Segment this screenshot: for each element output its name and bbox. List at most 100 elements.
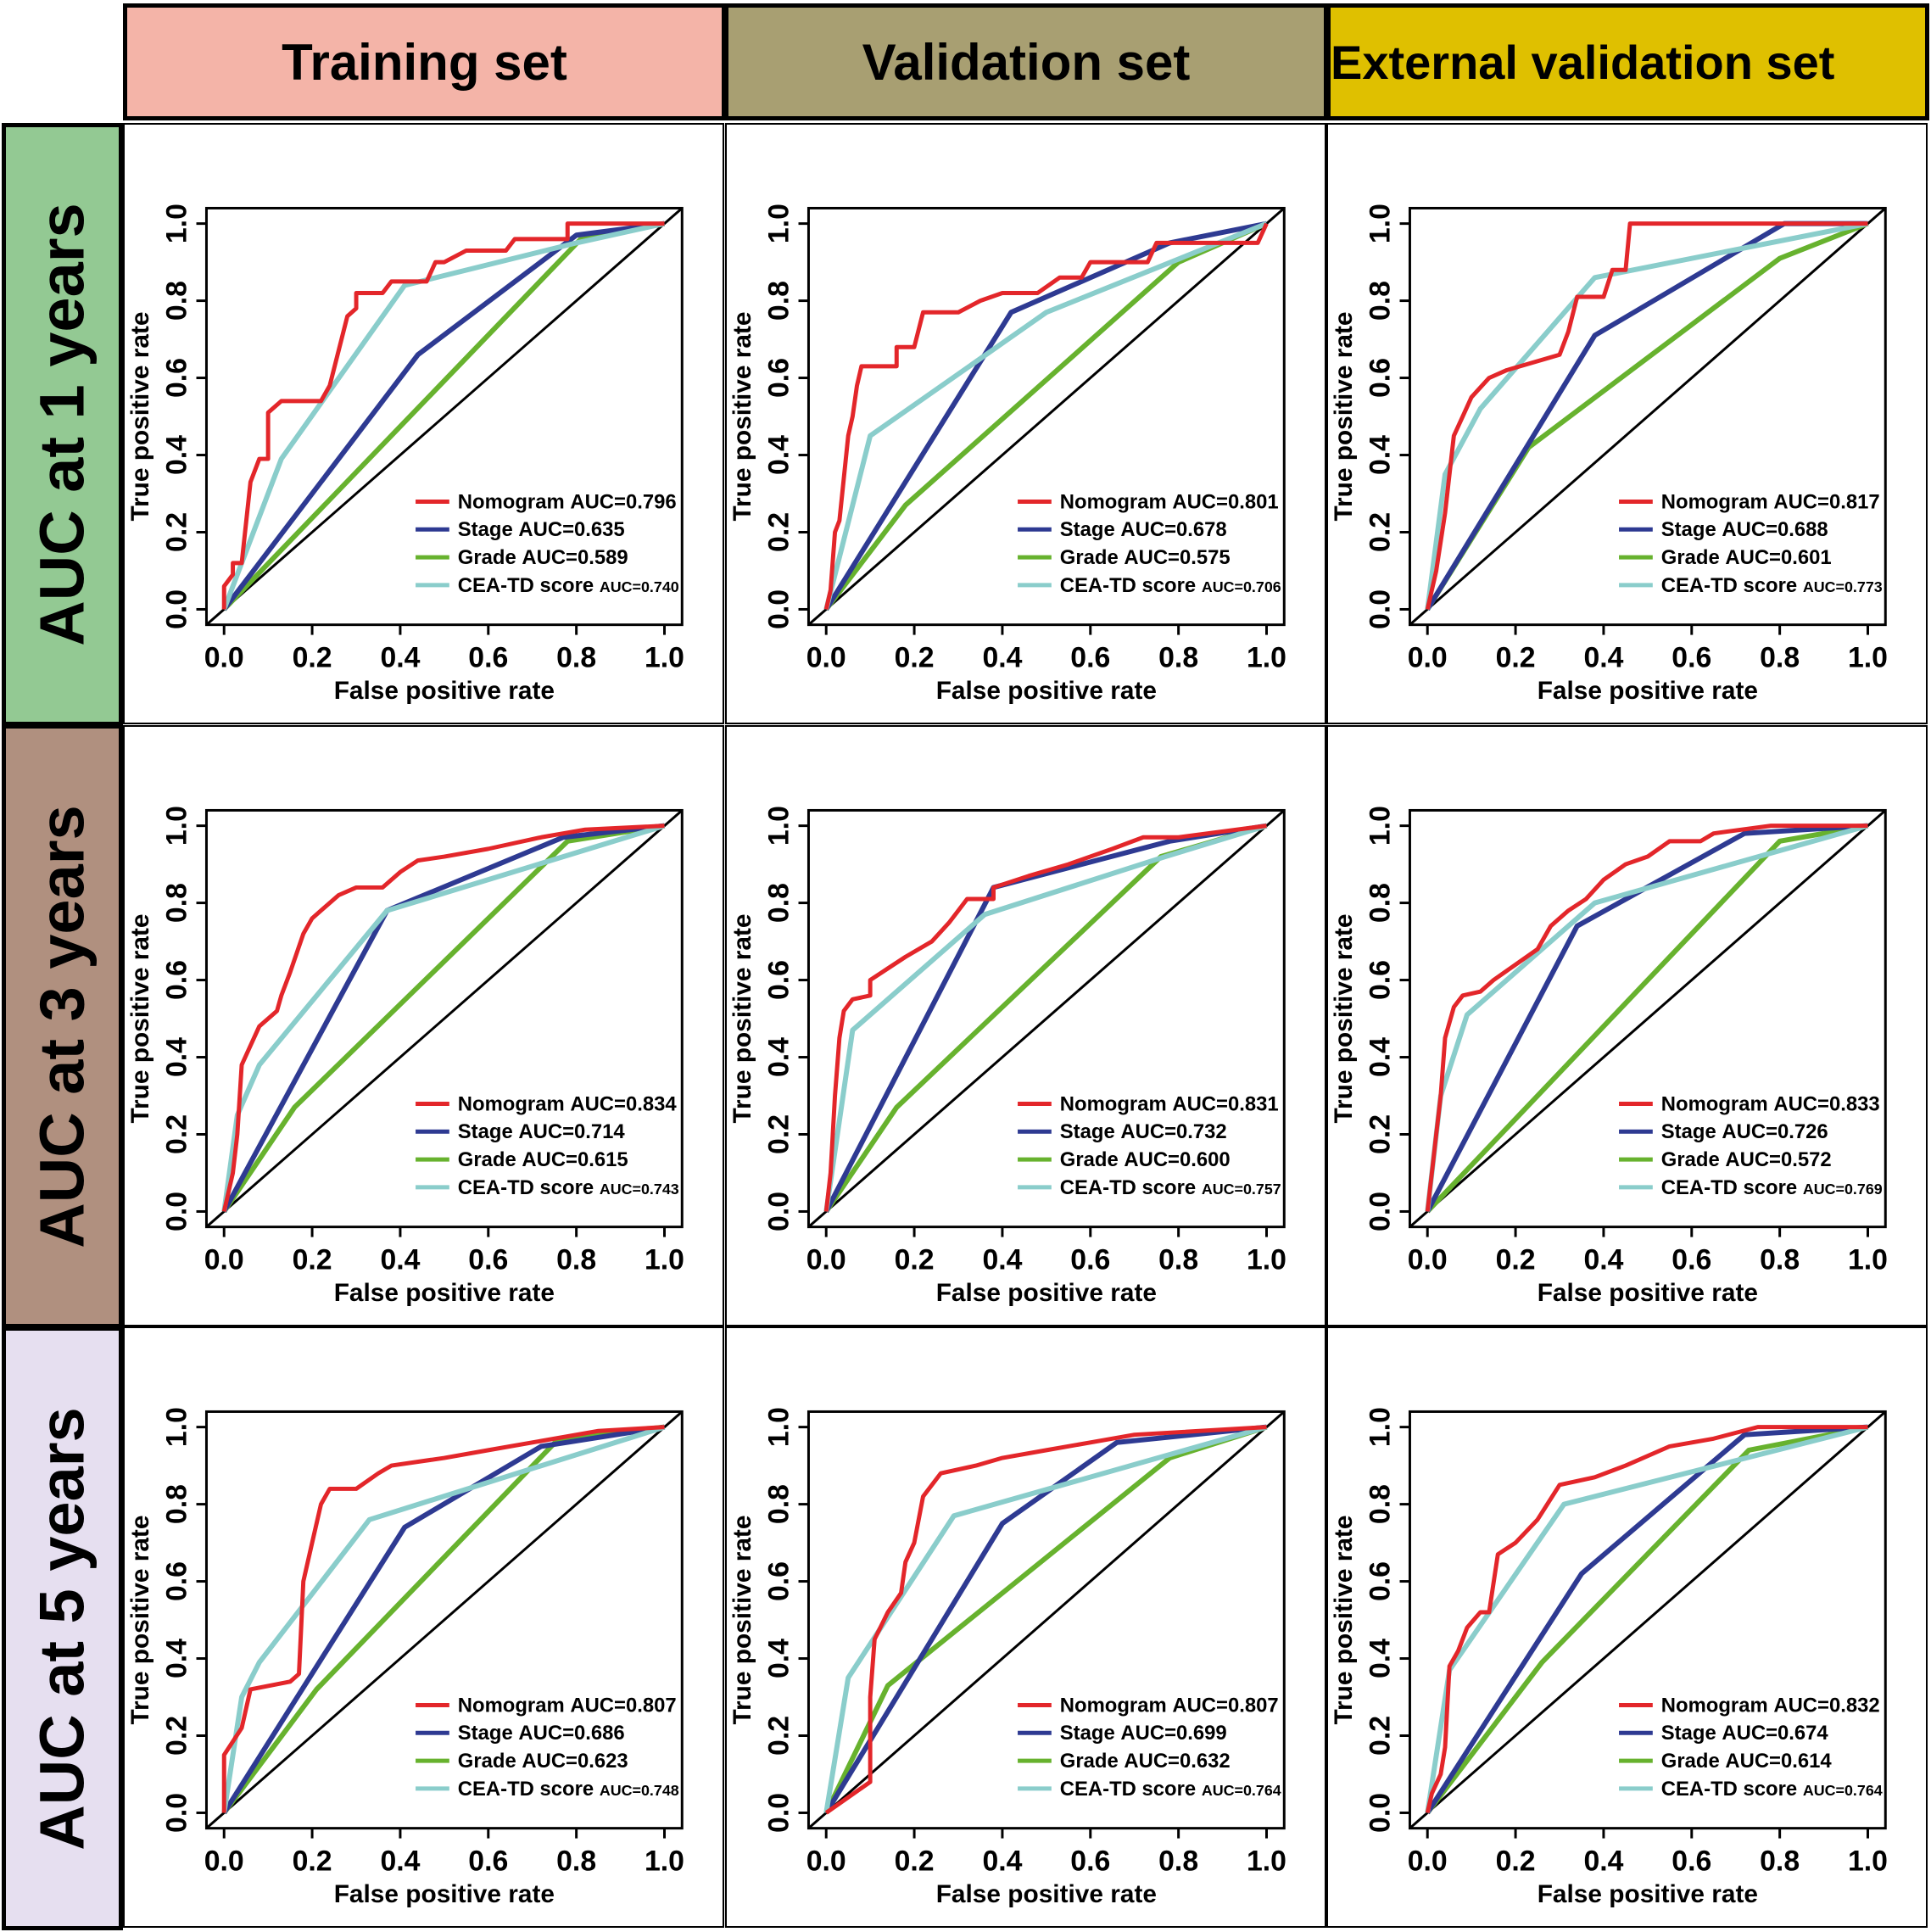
- legend-auc-value: AUC=0.831: [1172, 1092, 1278, 1115]
- legend-auc-value: AUC=0.589: [522, 546, 628, 569]
- roc-curve-nomogram: [1425, 1425, 1868, 1814]
- legend-series-name: Nomogram: [458, 490, 571, 513]
- legend-entry: Stage AUC=0.714: [458, 1120, 626, 1143]
- legend-series-name: Stage: [458, 1120, 519, 1143]
- x-tick-label: 0.2: [894, 1845, 934, 1877]
- x-tick-label: 0.2: [293, 641, 332, 673]
- legend-entry: Stage AUC=0.732: [1059, 1120, 1226, 1143]
- y-tick-label: 1.0: [1365, 806, 1397, 846]
- row-label-text: AUC at 1 years: [27, 203, 98, 646]
- y-axis-label: True positive rate: [1330, 913, 1358, 1123]
- legend-series-name: Stage: [1661, 518, 1722, 541]
- x-tick-label: 0.8: [1760, 1243, 1800, 1276]
- legend-entry: Stage AUC=0.726: [1661, 1120, 1828, 1143]
- legend-auc-value: AUC=0.732: [1120, 1120, 1226, 1143]
- y-tick-label: 0.8: [1365, 281, 1397, 321]
- legend-entry: Nomogram AUC=0.817: [1661, 490, 1880, 513]
- legend-entry: CEA-TD score AUC=0.757: [1059, 1175, 1281, 1198]
- legend-auc-value: AUC=0.726: [1722, 1120, 1828, 1143]
- row-label-5-years: AUC at 5 years: [2, 1326, 123, 1930]
- x-tick-label: 0.4: [380, 1845, 420, 1877]
- roc-curve-cea-td-score: [823, 221, 1268, 611]
- roc-curve-stage: [1425, 1424, 1868, 1815]
- roc-curve-cea-td-score: [823, 823, 1267, 1212]
- y-axis-label: True positive rate: [1330, 312, 1358, 522]
- y-tick-label: 0.6: [161, 1561, 193, 1601]
- legend-series-name: Grade: [1661, 1750, 1726, 1773]
- roc-curve-nomogram: [221, 221, 665, 610]
- x-tick-label: 0.0: [1408, 1845, 1448, 1877]
- y-tick-label: 0.6: [1365, 1561, 1397, 1601]
- legend-series-name: CEA-TD score: [458, 1175, 600, 1198]
- legend-entry: Stage AUC=0.635: [458, 518, 625, 541]
- y-axis-label: True positive rate: [728, 913, 756, 1123]
- legend-series-name: Stage: [1059, 1722, 1120, 1745]
- legend-auc-value: AUC=0.817: [1773, 490, 1879, 513]
- legend-auc-value: AUC=0.635: [518, 518, 624, 541]
- y-tick-label: 0.8: [161, 1484, 193, 1524]
- y-tick-label: 0.8: [1365, 883, 1397, 923]
- x-tick-label: 0.6: [1671, 1243, 1711, 1276]
- legend-entry: CEA-TD score AUC=0.769: [1661, 1175, 1883, 1198]
- roc-curve-nomogram: [221, 1425, 665, 1813]
- roc-panel-external-5-years: 0.0 0.0 0.2 0.2 0.4 0.4 0.6 0.6 0.8 0.8 1.0 1.0 Fals…: [1326, 1326, 1928, 1928]
- legend-series-name: Nomogram: [1059, 490, 1172, 513]
- roc-curve-stage: [221, 221, 665, 611]
- roc-curve-cea-td-score: [1425, 1424, 1869, 1813]
- y-tick-label: 0.6: [1365, 960, 1397, 1000]
- row-label-1-year: AUC at 1 years: [2, 123, 123, 726]
- y-tick-label: 0.8: [161, 883, 193, 923]
- legend-series-name: CEA-TD score: [1661, 1778, 1803, 1801]
- legend-entry: Nomogram AUC=0.833: [1661, 1092, 1880, 1115]
- x-tick-label: 0.6: [1671, 641, 1711, 673]
- roc-chart: 0.0 0.0 0.2 0.2 0.4 0.4 0.6 0.6 0.8 0.8 1.0 1.0 Fals…: [1330, 806, 1888, 1307]
- roc-curve-grade: [1426, 823, 1869, 1214]
- y-tick-label: 0.2: [762, 512, 795, 552]
- plot-frame: [1408, 808, 1887, 1228]
- legend-auc-value: AUC=0.769: [1803, 1180, 1883, 1197]
- y-tick-label: 0.2: [762, 1114, 795, 1154]
- legend-auc-value: AUC=0.678: [1120, 518, 1226, 541]
- x-tick-label: 0.2: [894, 641, 934, 673]
- legend-auc-value: AUC=0.572: [1725, 1148, 1831, 1171]
- legend-series-name: CEA-TD score: [458, 1778, 600, 1801]
- legend-auc-value: AUC=0.614: [1725, 1750, 1832, 1773]
- x-tick-label: 0.6: [1070, 1243, 1110, 1276]
- y-tick-label: 0.0: [762, 1191, 795, 1231]
- legend-series-name: Nomogram: [1059, 1694, 1172, 1717]
- legend-entry: CEA-TD score AUC=0.706: [1059, 574, 1281, 597]
- y-tick-label: 0.4: [161, 1036, 193, 1076]
- legend-entry: Grade AUC=0.601: [1661, 546, 1832, 569]
- y-tick-label: 0.0: [1365, 1191, 1397, 1231]
- reference-diagonal: [806, 207, 1285, 626]
- roc-panel-validation-1-year: 0.0 0.0 0.2 0.2 0.4 0.4 0.6 0.6 0.8 0.8 1.0 1.0 Fals…: [724, 123, 1326, 724]
- x-tick-label: 1.0: [1247, 641, 1286, 673]
- x-tick-label: 1.0: [645, 1243, 684, 1276]
- legend-series-name: Nomogram: [1661, 1694, 1774, 1717]
- legend-entry: CEA-TD score AUC=0.740: [458, 574, 679, 597]
- x-tick-label: 0.6: [468, 1243, 508, 1276]
- roc-curve-cea-td-score: [1425, 221, 1869, 610]
- roc-curve-nomogram: [221, 823, 665, 1212]
- y-tick-label: 0.6: [762, 1561, 795, 1601]
- y-tick-label: 0.0: [762, 589, 795, 629]
- roc-panel-training-3-years: 0.0 0.0 0.2 0.2 0.4 0.4 0.6 0.6 0.8 0.8 1.0 1.0 Fals…: [123, 724, 724, 1326]
- legend-auc-value: AUC=0.688: [1722, 518, 1828, 541]
- y-tick-label: 0.6: [1365, 358, 1397, 398]
- x-tick-label: 0.2: [1496, 1845, 1536, 1877]
- legend-entry: Grade AUC=0.589: [458, 546, 628, 569]
- x-tick-label: 0.4: [982, 1845, 1022, 1877]
- x-tick-label: 0.4: [380, 641, 420, 673]
- legend-series-name: Nomogram: [1661, 490, 1774, 513]
- legend-entry: Grade AUC=0.623: [458, 1750, 628, 1773]
- y-tick-label: 0.8: [762, 883, 795, 923]
- x-tick-label: 0.8: [1760, 1845, 1800, 1877]
- roc-chart: 0.0 0.0 0.2 0.2 0.4 0.4 0.6 0.6 0.8 0.8 1.0 1.0 Fals…: [1330, 1407, 1888, 1908]
- row-label-text: AUC at 3 years: [27, 804, 98, 1248]
- x-tick-label: 0.4: [1583, 1243, 1623, 1276]
- x-tick-label: 0.8: [1760, 641, 1800, 673]
- x-tick-label: 0.2: [293, 1243, 332, 1276]
- legend-series-name: Grade: [1661, 1148, 1726, 1171]
- x-tick-label: 0.2: [293, 1845, 332, 1877]
- x-tick-label: 0.0: [806, 641, 846, 673]
